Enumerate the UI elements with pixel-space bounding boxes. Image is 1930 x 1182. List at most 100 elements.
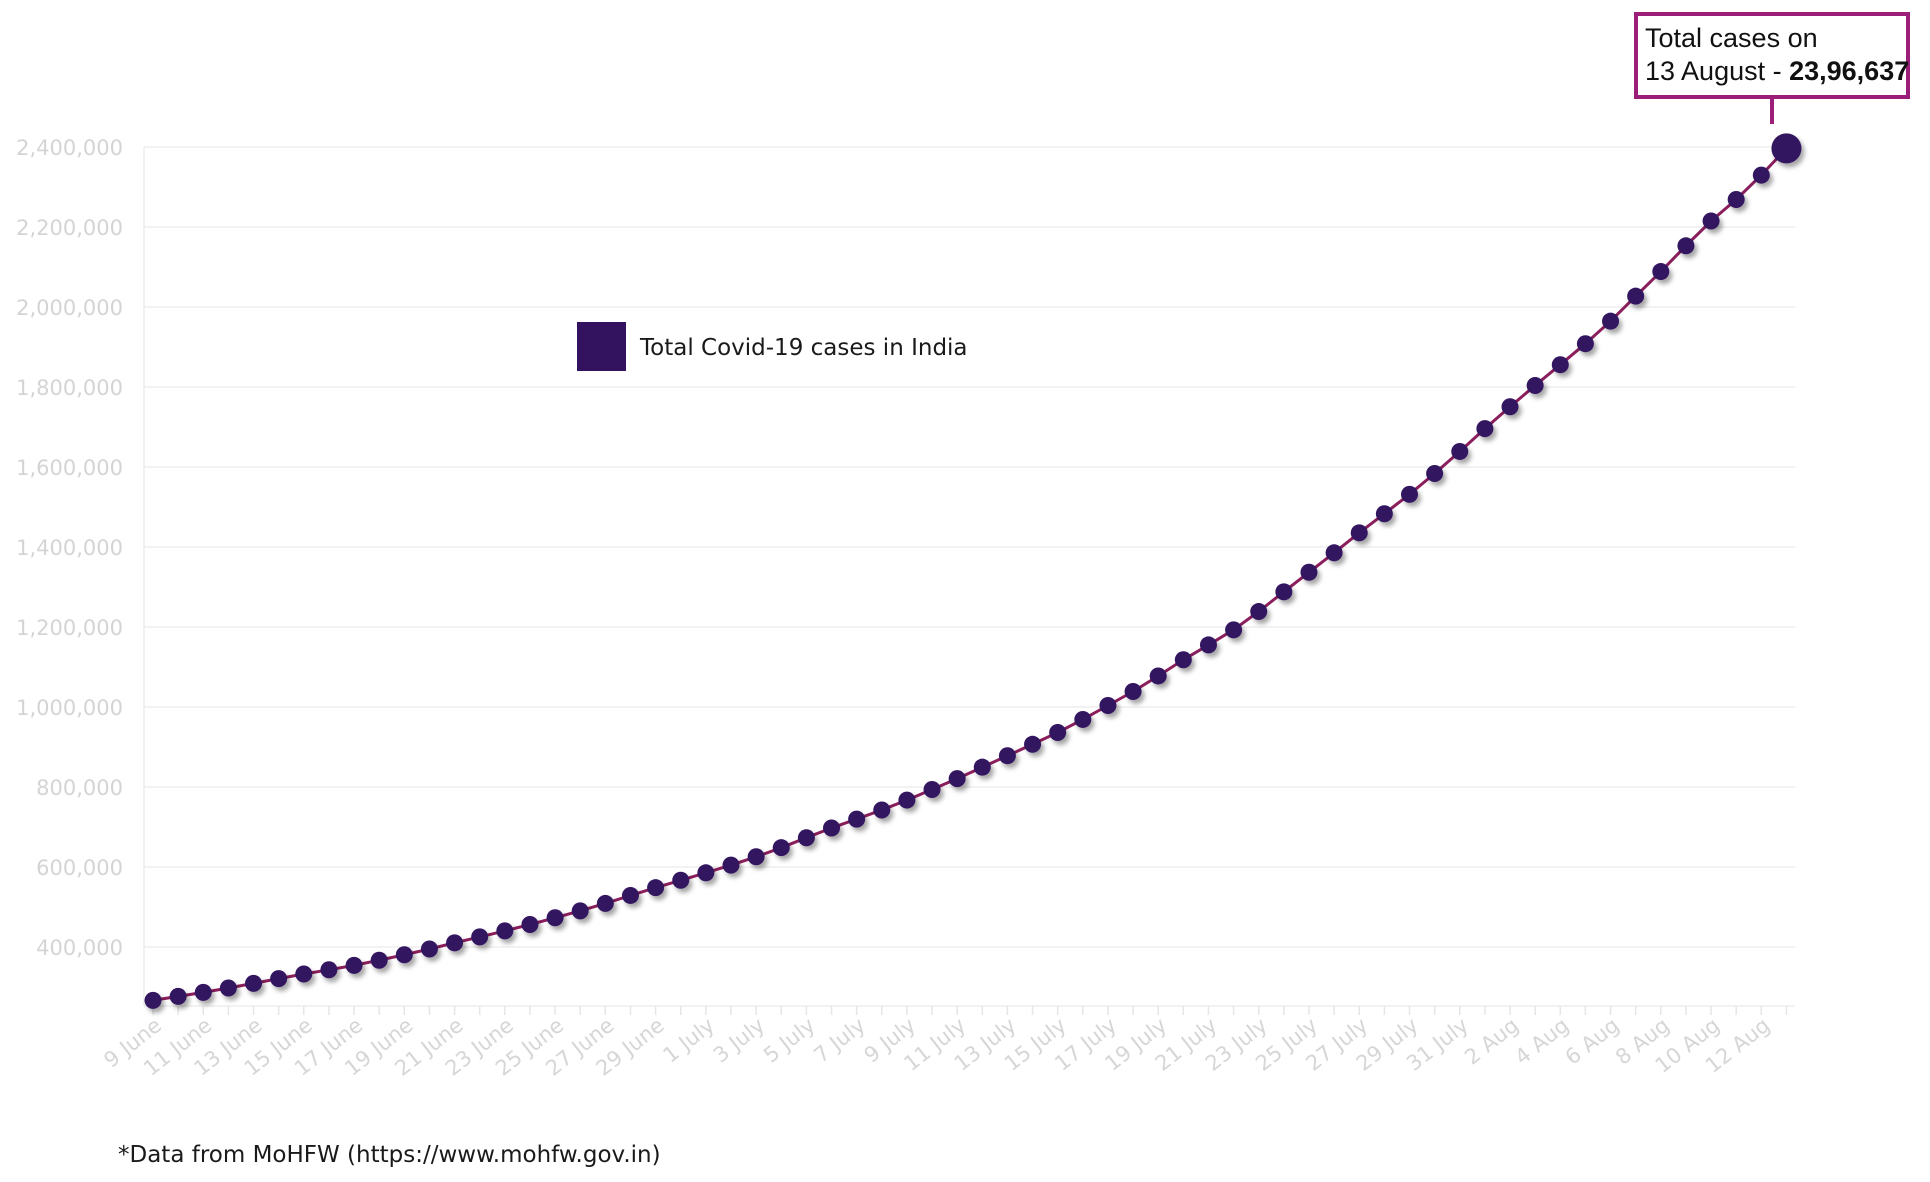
callout-line-2: 13 August - 23,96,637 [1645,56,1909,86]
y-tick-label: 2,000,000 [16,296,123,320]
data-point [1375,505,1393,523]
data-point [1451,442,1469,460]
data-point [923,780,941,798]
data-point [395,946,413,964]
data-point [1275,583,1293,601]
data-point [270,970,288,988]
data-point [144,991,162,1009]
callout-value: 23,96,637 [1789,56,1909,86]
y-tick-label: 400,000 [36,936,123,960]
data-point [1476,420,1494,438]
data-point [1099,696,1117,714]
data-point [571,902,589,920]
data-point [596,894,614,912]
y-tick-label: 800,000 [36,776,123,800]
data-point [621,886,639,904]
data-point [521,916,539,934]
data-point [848,810,866,828]
data-point [1350,524,1368,542]
data-point [697,864,715,882]
callout-date-text: 13 August - [1645,56,1789,86]
data-point [471,928,489,946]
data-point [1250,603,1268,621]
data-point [1124,683,1142,701]
data-point [1426,464,1444,482]
data-point [194,983,212,1001]
callout: Total cases on 13 August - 23,96,637 [1634,12,1910,124]
data-point [1652,263,1670,281]
data-point [1576,335,1594,353]
data-point [1602,312,1620,330]
x-tick-label: 6 Aug [1561,1013,1624,1069]
data-point [797,829,815,847]
x-tick-label: 1 July [659,1013,719,1068]
series-line [152,147,1788,1002]
y-tick-label: 1,000,000 [16,696,123,720]
source-footnote: *Data from MoHFW (https://www.mohfw.gov.… [118,1142,661,1168]
data-point [245,974,263,992]
data-point [1174,651,1192,669]
data-point [295,965,313,983]
data-point [672,871,690,889]
x-tick-label: 5 July [759,1013,819,1068]
data-point [169,987,187,1005]
data-point [873,801,891,819]
callout-box [1634,12,1910,99]
callout-line-1: Total cases on [1645,23,1818,53]
data-point-latest [1771,133,1802,164]
data-point [772,839,790,857]
data-point [1049,724,1067,742]
y-tick-label: 2,400,000 [16,136,123,160]
data-point [898,791,916,809]
y-tick-label: 1,200,000 [16,616,123,640]
x-tick-label: 7 July [809,1013,869,1068]
data-point [1727,191,1745,209]
y-axis: 400,000 600,000 800,000 1,000,000 1,200,000 1… [16,136,145,1006]
data-point [948,770,966,788]
legend-swatch [577,322,626,371]
data-point [823,819,841,837]
data-point [1752,166,1770,184]
y-tick-label: 2,200,000 [16,216,123,240]
gridlines [144,146,1795,948]
x-tick-label: 4 Aug [1510,1013,1573,1069]
data-point [1199,636,1217,654]
data-point [1074,710,1092,728]
legend: Total Covid-19 cases in India [577,322,968,371]
data-point [1149,667,1167,685]
series-total-cases [144,133,1802,1009]
data-point [496,922,514,940]
data-point [1702,212,1720,230]
data-point [546,909,564,927]
data-point [1627,287,1645,305]
data-point [747,848,765,866]
data-point [647,879,665,897]
data-point [1526,377,1544,395]
y-tick-label: 1,800,000 [16,376,123,400]
data-point [1300,563,1318,581]
data-point [320,961,338,979]
data-point [219,979,237,997]
data-point [1677,237,1695,255]
y-tick-label: 600,000 [36,856,123,880]
data-point [420,940,438,958]
data-point [998,747,1016,765]
x-tick-label: 3 July [709,1013,769,1068]
data-point [446,934,464,952]
data-point [1225,621,1243,639]
data-point [722,856,740,874]
data-point [1325,544,1343,562]
x-tick-label: 2 Aug [1460,1013,1523,1069]
data-point [1024,735,1042,753]
data-point [1501,398,1519,416]
y-tick-label: 1,600,000 [16,456,123,480]
data-point [1551,356,1569,374]
data-point [973,758,991,776]
data-point [370,951,388,969]
data-point [1401,485,1418,503]
data-point [345,956,363,974]
y-tick-label: 1,400,000 [16,536,123,560]
legend-label: Total Covid-19 cases in India [639,335,968,361]
